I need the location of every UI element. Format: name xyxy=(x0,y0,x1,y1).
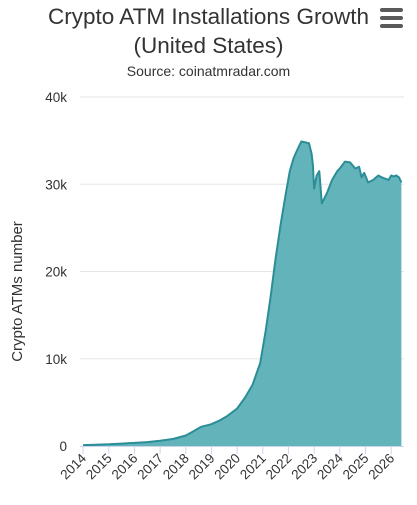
y-tick-label-40k: 40k xyxy=(45,90,67,105)
series-line xyxy=(83,140,403,447)
x-tick-label-2021: 2021 xyxy=(237,451,269,483)
x-tick-label-2016: 2016 xyxy=(109,451,141,483)
y-tick-label-20k: 20k xyxy=(45,265,67,280)
y-tick-label-0: 0 xyxy=(59,439,67,454)
x-tick-label-2023: 2023 xyxy=(288,451,320,483)
chart-title-line-1: Crypto ATM Installations Growth xyxy=(48,4,369,29)
x-tick-label-2014: 2014 xyxy=(57,450,89,482)
menu-bar-middle xyxy=(380,16,403,20)
menu-bar-bottom xyxy=(380,24,403,28)
area-fill xyxy=(83,141,402,446)
y-tick-label-10k: 10k xyxy=(45,352,67,367)
x-tick-label-2022: 2022 xyxy=(263,451,295,483)
x-tick-label-2017: 2017 xyxy=(134,451,166,483)
x-tick-label-2018: 2018 xyxy=(160,451,192,483)
chart-title: Crypto ATM Installations Growth (United … xyxy=(0,2,417,60)
x-tick-label-2015: 2015 xyxy=(83,451,115,483)
x-tick-label-2026: 2026 xyxy=(365,451,397,483)
menu-bar-top xyxy=(380,8,403,12)
x-tick-label-2025: 2025 xyxy=(340,451,372,483)
chart-subtitle: Source: coinatmradar.com xyxy=(126,63,291,79)
chart-title-line-2: (United States) xyxy=(133,33,284,58)
x-tick-label-2019: 2019 xyxy=(186,451,218,483)
y-tick-label-30k: 30k xyxy=(45,177,67,192)
y-axis-label: Crypto ATMs number xyxy=(9,221,26,362)
x-tick-label-2024: 2024 xyxy=(314,450,346,482)
hamburger-menu-icon[interactable] xyxy=(380,8,404,30)
x-tick-label-2020: 2020 xyxy=(211,451,243,483)
